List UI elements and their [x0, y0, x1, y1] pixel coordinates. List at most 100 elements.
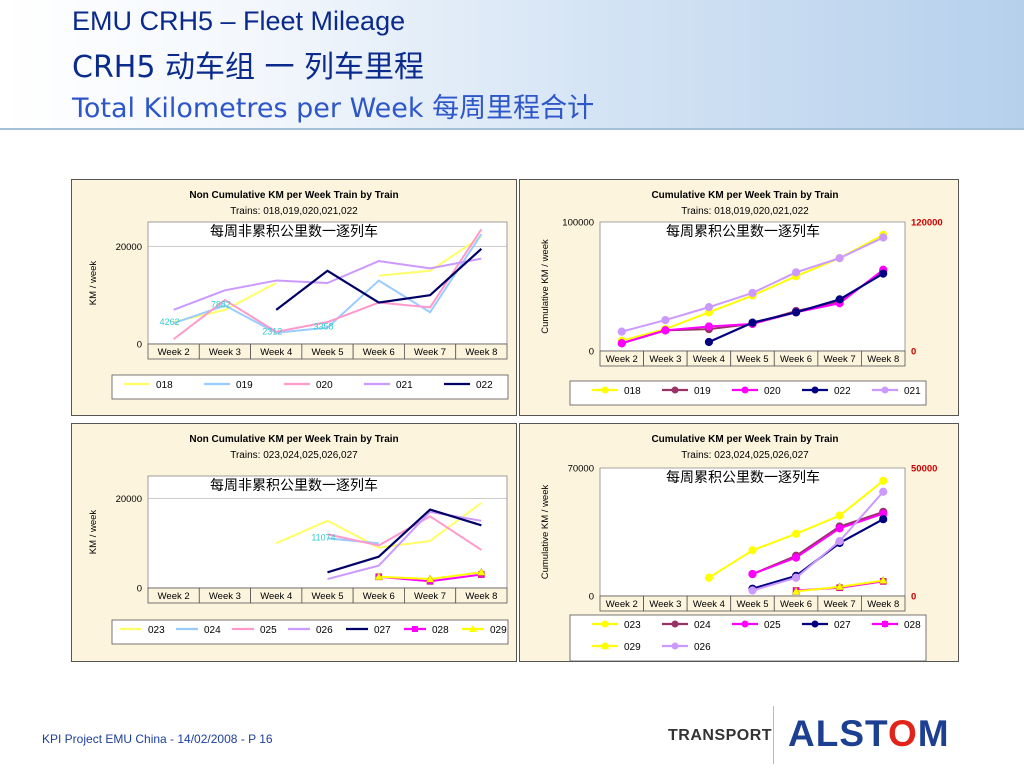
- x-tick-label: Week 4: [693, 354, 725, 365]
- data-point-020: [704, 322, 714, 331]
- data-point-020: [617, 339, 626, 348]
- x-tick-label: Week 5: [736, 599, 768, 610]
- data-point-021: [879, 233, 888, 242]
- legend-box: [111, 374, 509, 400]
- legend-label-023: 023: [624, 620, 641, 631]
- data-point-021: [791, 268, 801, 277]
- chart-title: Non Cumulative KM per Week Train by Trai…: [189, 434, 398, 445]
- legend-label-025: 025: [764, 620, 781, 631]
- y-axis-label: Cumulative KM / week: [540, 485, 551, 580]
- chart-annotation: 每周非累积公里数一逐列车: [210, 223, 378, 240]
- data-label: 11074: [311, 532, 335, 542]
- series-line-026: [752, 491, 884, 592]
- logo-text-o: O: [887, 713, 918, 754]
- legend-marker-023: [601, 620, 609, 628]
- legend-marker-028: [882, 621, 888, 627]
- x-tick-label: Week 8: [465, 591, 497, 602]
- x-tick-label: Week 3: [649, 599, 681, 610]
- x-tick-label: Week 2: [158, 347, 190, 358]
- header-divider: [0, 128, 1024, 130]
- plot-area: [147, 475, 508, 589]
- y-tick-label: 20000: [116, 242, 142, 253]
- x-tick-label: Week 8: [867, 354, 899, 365]
- series-line-025: [327, 515, 482, 551]
- alstom-logo: ALSTOM: [788, 713, 950, 755]
- data-point-027: [879, 515, 888, 524]
- x-tick-label: Week 5: [311, 591, 343, 602]
- data-point-021: [748, 288, 757, 298]
- data-point-023: [748, 546, 757, 555]
- y-axis-label: KM / week: [88, 510, 99, 555]
- x-tick-label: Week 6: [363, 591, 395, 602]
- data-point-023: [879, 476, 888, 485]
- x-tick-label: Week 2: [606, 354, 638, 365]
- legend-label-024: 024: [694, 620, 711, 631]
- chart-panel-non-cumulative-018-022: Non Cumulative KM per Week Train by Trai…: [71, 179, 517, 416]
- data-point-021: [617, 327, 626, 336]
- chart-subtitle: Trains: 018,019,020,021,022: [230, 206, 358, 217]
- footer-separator: [773, 706, 774, 764]
- x-tick-label: Week 6: [780, 599, 812, 610]
- data-point-020: [661, 326, 670, 335]
- logo-text-pre: ALST: [788, 713, 888, 754]
- y-tick-label: 0: [137, 340, 142, 351]
- chart-svg: Cumulative KM per Week Train by Train Tra…: [540, 190, 943, 406]
- x-tick-label: Week 3: [209, 591, 241, 602]
- data-point-029: [374, 572, 384, 581]
- y-tick-label: 0: [589, 592, 594, 603]
- data-point-029: [425, 574, 435, 583]
- data-point-025: [748, 569, 757, 579]
- data-point-029: [835, 582, 845, 591]
- y2-tick-label: 0: [911, 347, 916, 358]
- category-cell: [861, 350, 906, 367]
- x-tick-label: Week 5: [736, 354, 768, 365]
- series-line-021: [173, 257, 482, 311]
- chart-title: Cumulative KM per Week Train by Train: [651, 190, 838, 201]
- legend-label-022: 022: [834, 386, 851, 397]
- data-point-029: [878, 575, 888, 584]
- data-point-021: [835, 254, 844, 263]
- legend-marker-027: [811, 620, 819, 628]
- series-line-020: [173, 228, 483, 340]
- y-tick-label: 20000: [116, 494, 142, 505]
- data-label: 4262: [160, 317, 180, 327]
- legend-label-019: 019: [236, 380, 253, 391]
- legend-marker-024: [671, 620, 679, 628]
- series-line-027: [327, 508, 482, 574]
- data-point-023: [704, 573, 714, 582]
- data-point-022: [879, 269, 888, 278]
- legend-label-026: 026: [316, 625, 333, 636]
- x-tick-label: Week 6: [780, 354, 812, 365]
- chart-title: Non Cumulative KM per Week Train by Trai…: [189, 190, 398, 201]
- legend-label-028: 028: [432, 625, 449, 636]
- plot-area: [599, 221, 906, 352]
- y2-tick-label: 0: [911, 592, 916, 603]
- legend-label-029: 029: [490, 625, 507, 636]
- data-point-021: [704, 303, 714, 312]
- x-tick-label: Week 4: [260, 591, 292, 602]
- x-tick-label: Week 4: [693, 599, 725, 610]
- chart-svg: Non Cumulative KM per Week Train by Trai…: [88, 434, 509, 645]
- legend-marker-022: [811, 386, 819, 394]
- legend-marker-029: [469, 625, 477, 632]
- data-point-025: [791, 553, 801, 562]
- data-label: 3358: [313, 322, 333, 332]
- chart-svg: Cumulative KM per Week Train by Train Tra…: [540, 434, 937, 661]
- x-tick-label: Week 8: [465, 347, 497, 358]
- series-line-022: [275, 248, 483, 311]
- legend-label-025: 025: [260, 625, 277, 636]
- data-point-023: [835, 511, 844, 520]
- y2-tick-label: 120000: [911, 218, 943, 229]
- category-cell: [455, 587, 508, 604]
- data-point-029: [791, 586, 801, 595]
- slide-header: [0, 0, 1024, 128]
- legend-box: [111, 619, 509, 645]
- legend-label-026: 026: [694, 642, 711, 653]
- slide-title-chinese: CRH5 动车组 一 列车里程: [72, 50, 425, 85]
- legend-label-023: 023: [148, 625, 165, 636]
- y-axis-label: KM / week: [88, 261, 99, 306]
- legend-marker-019: [671, 386, 679, 394]
- chart-svg: Non Cumulative KM per Week Train by Trai…: [88, 190, 509, 400]
- legend-label-027: 027: [834, 620, 851, 631]
- chart-annotation: 每周累积公里数一逐列车: [666, 469, 820, 486]
